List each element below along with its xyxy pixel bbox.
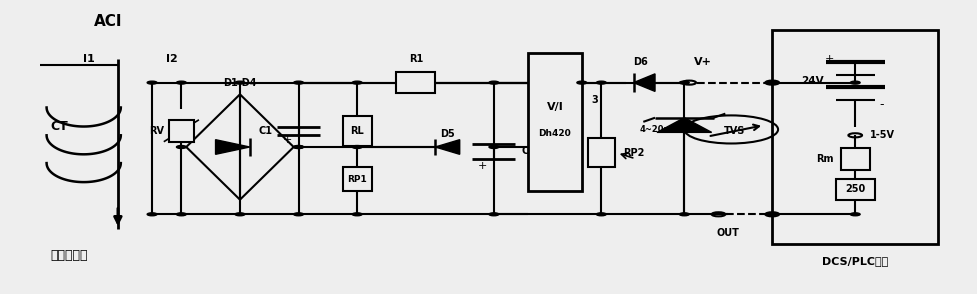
Circle shape bbox=[849, 81, 859, 84]
Circle shape bbox=[176, 213, 186, 216]
Text: C1: C1 bbox=[258, 126, 272, 136]
Text: Dh420: Dh420 bbox=[538, 129, 571, 138]
Text: I1: I1 bbox=[83, 54, 95, 64]
Text: RP1: RP1 bbox=[347, 175, 366, 184]
Bar bbox=[169, 120, 193, 142]
Bar bbox=[772, 30, 937, 243]
Circle shape bbox=[488, 146, 498, 148]
Circle shape bbox=[176, 146, 186, 148]
Circle shape bbox=[488, 213, 498, 216]
Polygon shape bbox=[435, 140, 459, 154]
Circle shape bbox=[679, 213, 689, 216]
Text: RL: RL bbox=[350, 126, 363, 136]
Circle shape bbox=[147, 81, 156, 84]
Text: C2: C2 bbox=[521, 146, 534, 156]
Circle shape bbox=[488, 81, 498, 84]
Text: D6: D6 bbox=[632, 57, 647, 67]
Bar bbox=[528, 54, 581, 191]
Text: 3: 3 bbox=[591, 95, 598, 105]
Text: ACI: ACI bbox=[94, 14, 122, 29]
Text: TVS: TVS bbox=[723, 126, 744, 136]
Bar bbox=[839, 148, 869, 170]
Circle shape bbox=[767, 213, 777, 216]
Text: Rm: Rm bbox=[816, 154, 832, 164]
Text: 1-5V: 1-5V bbox=[869, 130, 894, 140]
Text: RP2: RP2 bbox=[622, 148, 644, 158]
Bar bbox=[342, 168, 371, 191]
Bar bbox=[342, 116, 371, 146]
Circle shape bbox=[849, 213, 859, 216]
Circle shape bbox=[767, 81, 777, 84]
Polygon shape bbox=[633, 74, 655, 91]
Circle shape bbox=[352, 213, 361, 216]
Text: D5: D5 bbox=[441, 129, 455, 139]
Circle shape bbox=[352, 81, 361, 84]
Polygon shape bbox=[657, 118, 711, 132]
Circle shape bbox=[596, 81, 606, 84]
Text: OUT: OUT bbox=[716, 228, 739, 238]
Bar bbox=[396, 72, 435, 93]
Text: I2: I2 bbox=[165, 54, 177, 64]
Bar bbox=[587, 138, 615, 168]
Text: 250: 250 bbox=[844, 184, 865, 194]
Text: 24V: 24V bbox=[800, 76, 824, 86]
Polygon shape bbox=[215, 140, 249, 154]
Text: CT: CT bbox=[51, 120, 68, 133]
Circle shape bbox=[234, 81, 244, 84]
Circle shape bbox=[679, 81, 689, 84]
Text: +: + bbox=[824, 54, 832, 64]
Text: +: + bbox=[477, 161, 487, 171]
Text: R1: R1 bbox=[408, 54, 422, 64]
Circle shape bbox=[176, 81, 186, 84]
Circle shape bbox=[596, 213, 606, 216]
Circle shape bbox=[352, 146, 361, 148]
Text: 4~20mA: 4~20mA bbox=[639, 125, 679, 134]
Text: +: + bbox=[282, 135, 291, 145]
Circle shape bbox=[293, 146, 303, 148]
Text: RV: RV bbox=[149, 126, 163, 136]
Text: -: - bbox=[878, 98, 883, 111]
Text: D1-D4: D1-D4 bbox=[223, 78, 256, 88]
Circle shape bbox=[293, 213, 303, 216]
Circle shape bbox=[293, 81, 303, 84]
Circle shape bbox=[234, 213, 244, 216]
Text: DCS/PLC内部: DCS/PLC内部 bbox=[822, 256, 887, 266]
Text: 互感器线圈: 互感器线圈 bbox=[50, 249, 88, 262]
Circle shape bbox=[147, 213, 156, 216]
Circle shape bbox=[293, 146, 303, 148]
Circle shape bbox=[576, 81, 586, 84]
Text: V/I: V/I bbox=[546, 103, 563, 113]
Bar bbox=[834, 179, 873, 200]
Text: V+: V+ bbox=[694, 57, 711, 67]
